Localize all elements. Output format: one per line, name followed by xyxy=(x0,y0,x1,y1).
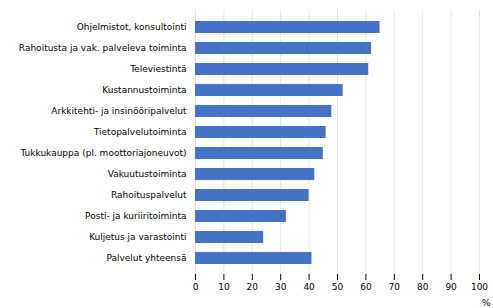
svg-text:60: 60 xyxy=(360,282,372,292)
svg-text:Kuljetus ja varastointi: Kuljetus ja varastointi xyxy=(89,232,186,242)
svg-text:10: 10 xyxy=(218,282,230,292)
svg-text:%: % xyxy=(482,298,491,308)
svg-text:20: 20 xyxy=(247,282,259,292)
svg-text:80: 80 xyxy=(417,282,429,292)
svg-text:50: 50 xyxy=(332,282,344,292)
svg-text:Rahoituspalvelut: Rahoituspalvelut xyxy=(111,190,187,200)
svg-text:30: 30 xyxy=(275,282,287,292)
svg-text:70: 70 xyxy=(389,282,401,292)
svg-text:0: 0 xyxy=(193,282,199,292)
svg-text:Tietopalvelutoiminta: Tietopalvelutoiminta xyxy=(93,127,187,137)
svg-text:40: 40 xyxy=(303,282,315,292)
svg-text:90: 90 xyxy=(445,282,457,292)
svg-text:Televiestintä: Televiestintä xyxy=(129,64,186,74)
svg-text:Ohjelmistot, konsultointi: Ohjelmistot, konsultointi xyxy=(77,22,187,32)
svg-text:Tukkukauppa (pl. moottoriajone: Tukkukauppa (pl. moottoriajoneuvot) xyxy=(19,148,186,158)
svg-text:Rahoitusta ja vak. palveleva t: Rahoitusta ja vak. palveleva toiminta xyxy=(19,43,187,53)
svg-text:Vakuutustoiminta: Vakuutustoiminta xyxy=(108,169,187,179)
svg-text:Kustannustoiminta: Kustannustoiminta xyxy=(102,85,186,95)
svg-text:Palvelut yhteensä: Palvelut yhteensä xyxy=(106,253,186,263)
svg-text:Arkkitehti- ja insinööripalvel: Arkkitehti- ja insinööripalvelut xyxy=(51,106,187,116)
svg-text:100: 100 xyxy=(471,282,488,292)
svg-text:Posti- ja kuriiritoiminta: Posti- ja kuriiritoiminta xyxy=(85,211,186,221)
